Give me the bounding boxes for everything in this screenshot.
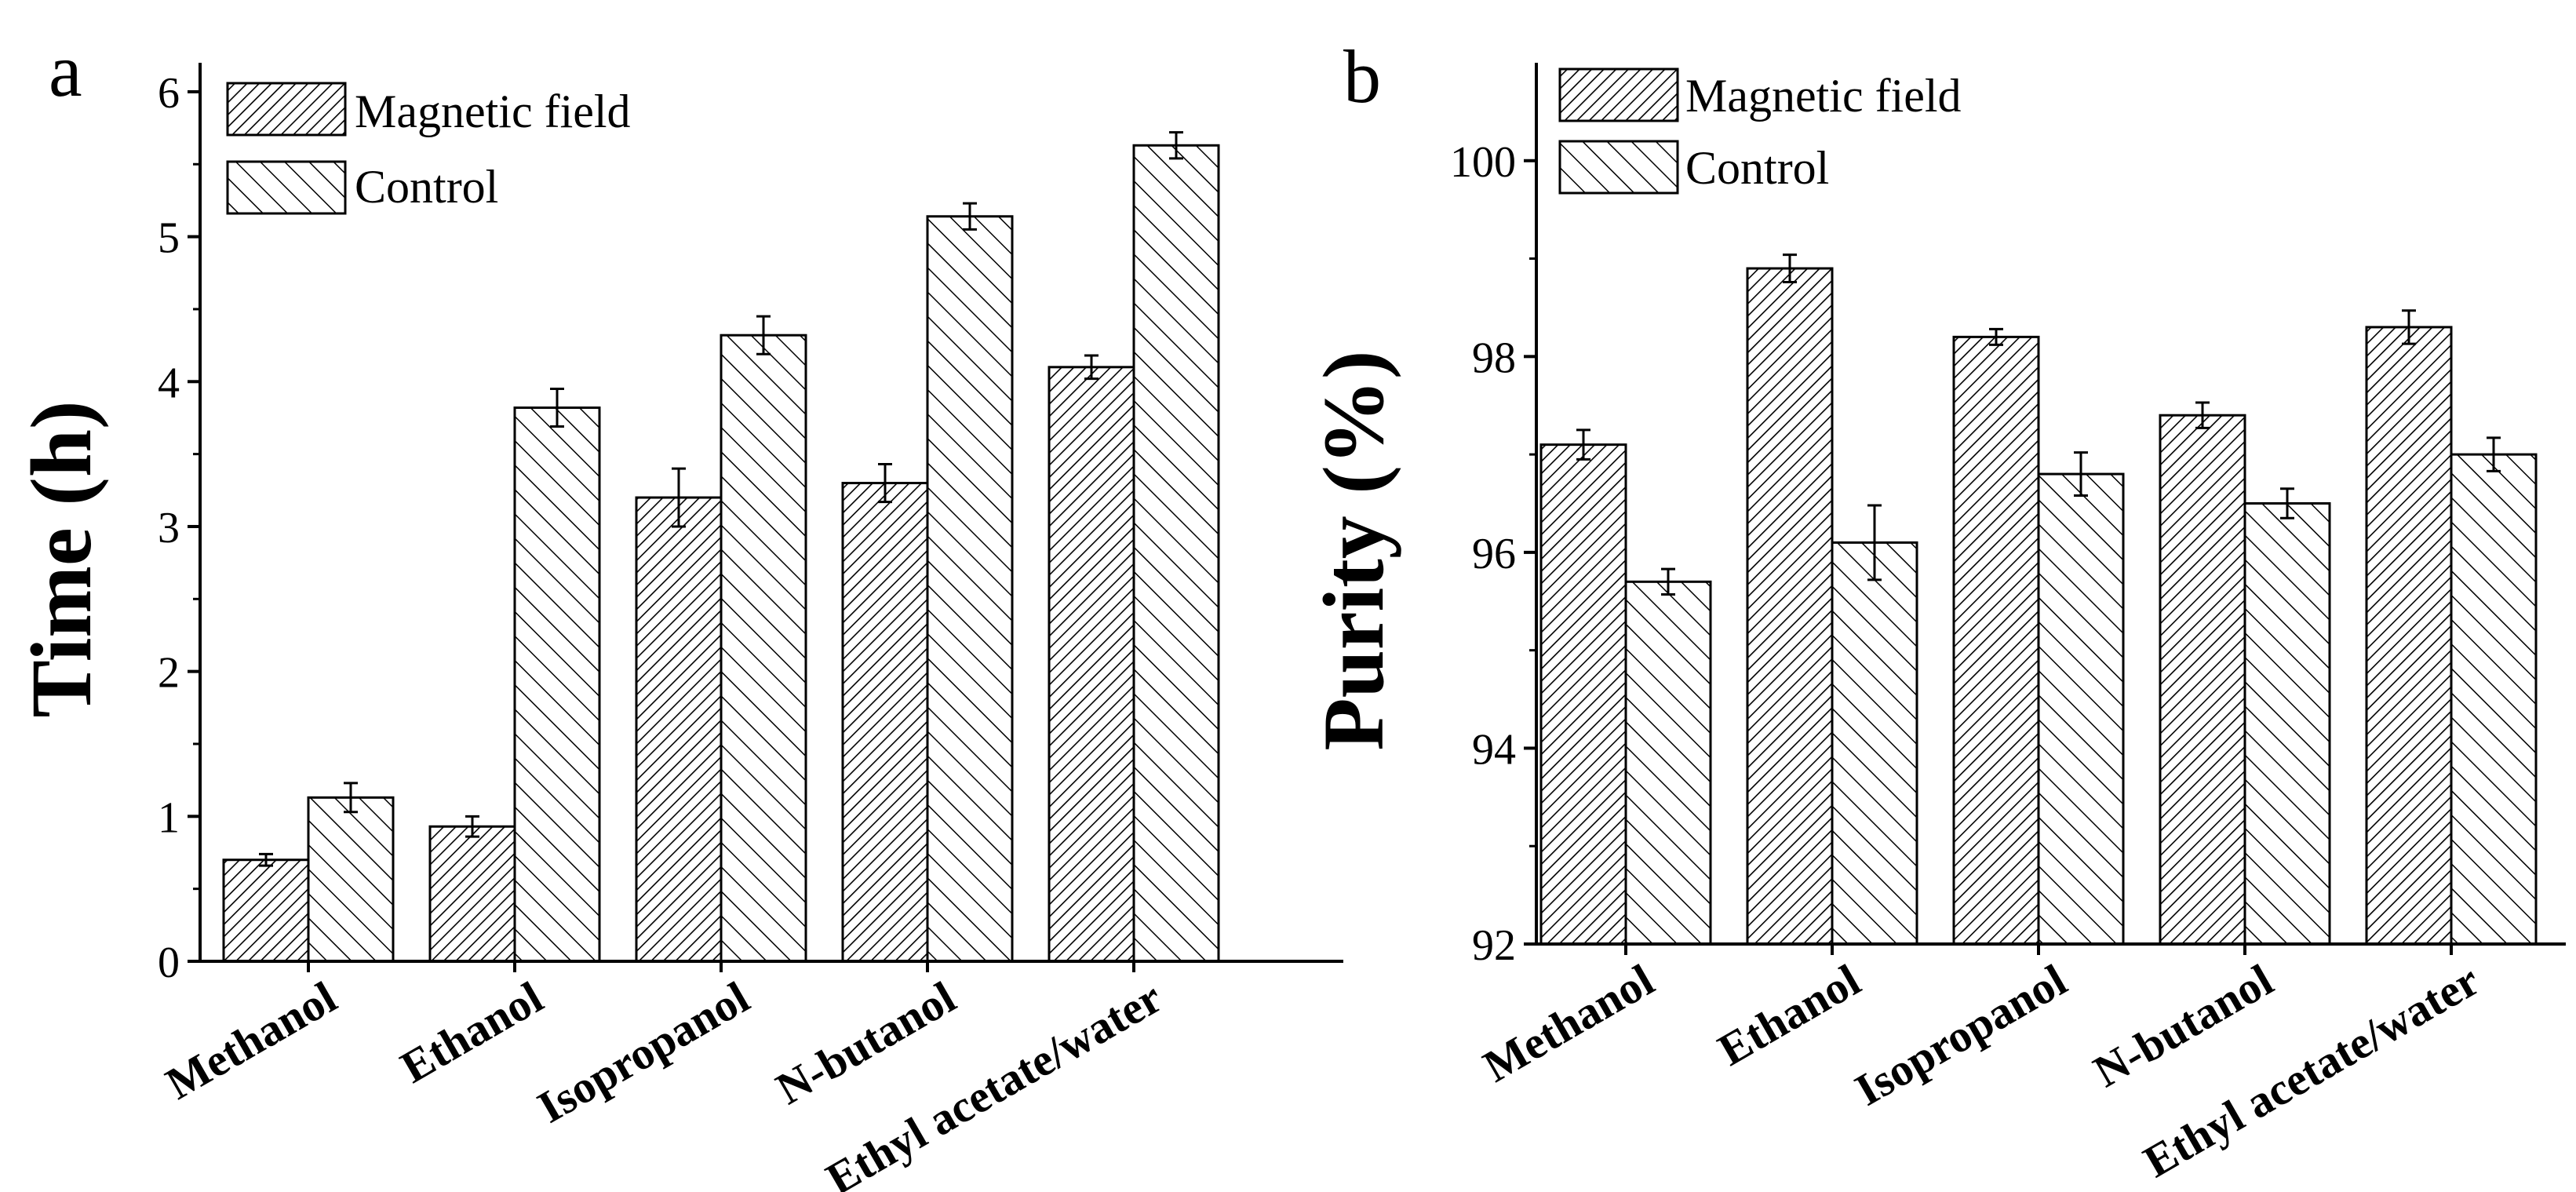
panel-a-y-tick-label: 3	[158, 504, 180, 552]
panel-a-y-tick-label: 1	[158, 793, 180, 842]
panel-b-error-bar-control-isopropanol	[2074, 451, 2088, 498]
panel-b-x-tick-label-ethanol: Ethanol	[1710, 954, 1869, 1076]
panel-a-bar-magnetic-field-isopropanol	[635, 496, 723, 963]
panel-b-error-bar-control-ethanol	[1867, 504, 1882, 581]
panel-a-error-bar-magnetic-field-isopropanol	[672, 467, 686, 528]
panel-b-error-bar-magnetic-field-n-butanol	[2195, 401, 2210, 429]
panel-a-legend-label-control: Control	[355, 161, 498, 213]
panel-b-error-bar-magnetic-field-isopropanol	[1989, 327, 2003, 346]
panel-b-error-bar-magnetic-field-ethanol	[1783, 253, 1797, 284]
panel-a-x-tick-label-ethyl-acetate-water: Ethyl acetate/water	[818, 971, 1171, 1192]
panel-a-x-tick-label-isopropanol: Isopropanol	[529, 971, 757, 1133]
panel-b-legend: Magnetic field Control	[1558, 67, 1962, 195]
panel-a-bar-control-isopropanol	[720, 334, 807, 963]
panel-b-error-bar-control-methanol	[1661, 567, 1675, 596]
panel-a-error-bar-control-ethanol	[550, 388, 564, 428]
panel-b-y-axis-label: Purity (%)	[1306, 350, 1401, 750]
panel-b-bar-magnetic-field-n-butanol	[2159, 414, 2246, 946]
panel-b-letter: b	[1343, 35, 1381, 118]
panel-a-y-tick-label: 2	[158, 649, 180, 698]
panel-a-error-bar-magnetic-field-ethyl-acetate-water	[1084, 354, 1099, 381]
panel-a-error-bar-magnetic-field-ethanol	[465, 815, 479, 838]
panel-a-x-tick-label-ethanol: Ethanol	[392, 971, 552, 1093]
panel-a-bar-magnetic-field-ethanol	[428, 825, 516, 963]
panel-a-bar-magnetic-field-n-butanol	[841, 482, 929, 963]
panel-b-y-tick-label: 96	[1472, 530, 1516, 578]
panel-b-legend-swatch-control	[1558, 140, 1679, 195]
panel-b-bar-magnetic-field-ethanol	[1746, 267, 1834, 946]
panel-a-error-bar-control-isopropanol	[756, 315, 771, 355]
panel-b-bar-magnetic-field-methanol	[1539, 443, 1627, 946]
panel-b-bar-control-isopropanol	[2037, 472, 2125, 946]
panel-b-error-bars	[1576, 253, 2501, 596]
panel-a-error-bar-control-n-butanol	[963, 202, 977, 231]
panel-b-error-bar-control-ethyl-acetate-water	[2487, 436, 2501, 472]
panel-b-error-bar-magnetic-field-methanol	[1576, 428, 1590, 461]
panel-a-bar-control-ethanol	[513, 406, 601, 963]
panel-b-legend-swatch-magnetic-field	[1558, 67, 1679, 122]
panel-b-x-tick-label-ethyl-acetate-water: Ethyl acetate/water	[2135, 954, 2488, 1187]
panel-b-bar-magnetic-field-ethyl-acetate-water	[2365, 326, 2453, 946]
panel-b-bar-control-ethanol	[1831, 541, 1918, 946]
panel-b-y-tick-label: 100	[1450, 138, 1516, 187]
panel-a-y-tick-label: 0	[158, 939, 180, 987]
panel-a-bar-magnetic-field-methanol	[222, 858, 310, 963]
panel-a-error-bar-control-ethyl-acetate-water	[1169, 131, 1183, 160]
panel-b-y-tick-label: 92	[1472, 921, 1516, 970]
panel-a-error-bars	[259, 131, 1183, 867]
panel-a-x-tick-label-methanol: Methanol	[158, 971, 345, 1110]
panel-a-time-chart: a Time (h) 0 1 2 3 4 5 6 Methanol EthanolIsopro…	[13, 28, 1343, 1192]
panel-a-error-bar-control-methanol	[344, 782, 358, 814]
panel-a-legend-label-magnetic-field: Magnetic field	[355, 86, 631, 137]
panel-b-bar-control-methanol	[1624, 580, 1712, 946]
panel-b-x-tick-label-methanol: Methanol	[1475, 954, 1663, 1092]
panel-a-bars	[222, 144, 1220, 963]
panel-b-x-tick-label-isopropanol: Isopropanol	[1846, 954, 2075, 1116]
panel-a-letter: a	[49, 28, 82, 112]
panel-b-bar-control-ethyl-acetate-water	[2450, 453, 2538, 946]
panel-b-bar-control-n-butanol	[2243, 502, 2331, 946]
panel-b-legend-label-magnetic-field: Magnetic field	[1685, 70, 1962, 122]
panel-a-error-bar-magnetic-field-n-butanol	[878, 463, 892, 504]
panel-b-bar-magnetic-field-isopropanol	[1952, 335, 2040, 946]
panel-b-error-bar-magnetic-field-ethyl-acetate-water	[2402, 309, 2416, 345]
panel-a-axes	[199, 63, 1343, 963]
panel-b-axes	[1535, 63, 2566, 946]
panel-b-y-tick-label: 98	[1472, 334, 1516, 382]
panel-a-y-ticks: 0 1 2 3 4 5 6	[158, 69, 200, 987]
panel-b-y-tick-label: 94	[1472, 725, 1516, 774]
panel-b-legend-label-control: Control	[1685, 142, 1829, 194]
panel-a-y-tick-label: 4	[158, 359, 180, 407]
panel-a-bar-control-methanol	[307, 796, 395, 963]
panel-a-y-tick-label: 6	[158, 69, 180, 118]
panel-a-legend-swatch-magnetic-field	[226, 82, 347, 137]
panel-a-bar-magnetic-field-ethyl-acetate-water	[1048, 366, 1135, 963]
panel-a-legend: Magnetic field Control	[226, 82, 631, 215]
panel-a-y-tick-label: 5	[158, 214, 180, 263]
panel-b-bars	[1539, 267, 2538, 946]
panel-a-bar-control-n-butanol	[926, 215, 1014, 963]
panel-a-legend-swatch-control	[226, 160, 347, 215]
panel-a-error-bar-magnetic-field-methanol	[259, 852, 273, 867]
panel-b-error-bar-control-n-butanol	[2280, 487, 2294, 519]
panel-b-purity-chart: b Purity (%) 92 94 96 98 100 Methanol Ethanol…	[1306, 35, 2566, 1187]
panel-b-y-ticks: 92 94 96 98 100	[1450, 138, 1536, 970]
panel-a-y-axis-label: Time (h)	[13, 400, 109, 717]
panel-a-bar-control-ethyl-acetate-water	[1132, 144, 1220, 963]
